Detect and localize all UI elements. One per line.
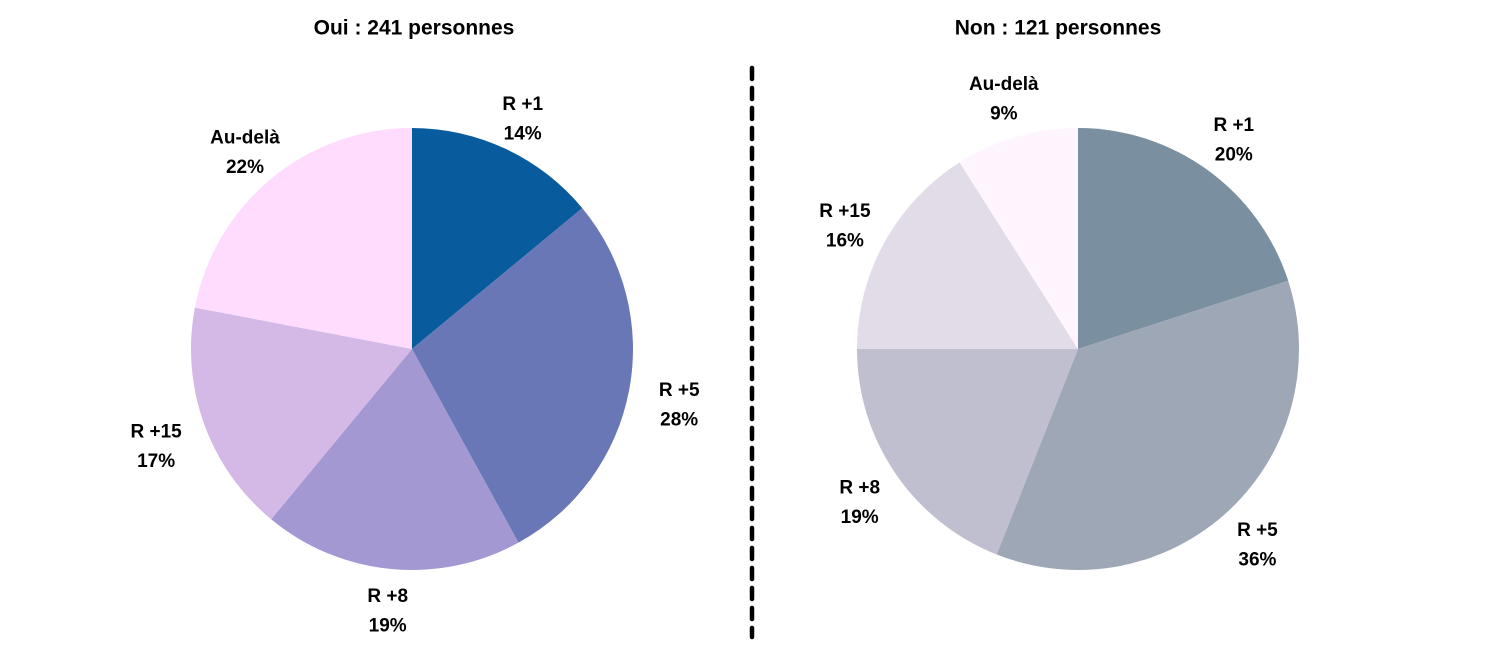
pie-chart-2: Non : 121 personnes R +1 20% R +5 36% R +8 19%… (819, 17, 1299, 571)
slice-label-r-8: R +8 19% (839, 478, 880, 528)
slice-value-label: 22% (226, 157, 264, 178)
slice-label-au-del: Au-delà 22% (210, 127, 280, 177)
slice-value-label: 9% (990, 103, 1018, 124)
pie-slice-r-15 (190, 307, 412, 520)
slice-category-label: R +8 (839, 478, 880, 499)
slice-value-label: 14% (504, 123, 542, 144)
pie-slice-r-5 (412, 208, 633, 543)
slice-category-label: R +15 (819, 201, 871, 222)
slice-category-label: R +5 (659, 380, 700, 401)
pie-slice-au-del (959, 128, 1078, 349)
slice-label-r-8: R +8 19% (367, 586, 408, 636)
pie-slice-r-8 (271, 349, 519, 570)
slice-category-label: R +15 (130, 421, 182, 442)
slice-value-label: 16% (826, 231, 864, 252)
slice-value-label: 20% (1215, 144, 1253, 165)
pie-slice-r-8 (857, 349, 1078, 555)
slice-value-label: 17% (137, 451, 175, 472)
slice-label-au-del: Au-delà 9% (969, 74, 1039, 124)
slice-label-r-5: R +5 36% (1237, 520, 1278, 570)
slice-label-r-15: R +15 16% (819, 201, 871, 251)
pie-chart-1: Oui : 241 personnes R +1 14% R +5 28% R +8 19%… (130, 17, 699, 637)
slice-label-r-1: R +1 20% (1213, 115, 1254, 165)
slice-category-label: R +5 (1237, 520, 1278, 541)
slice-category-label: R +1 (1213, 115, 1254, 136)
pie-slice-au-del (194, 128, 412, 349)
chart-title: Oui : 241 personnes (314, 17, 515, 40)
pie-slice-r-1 (1078, 128, 1289, 349)
slice-category-label: Au-delà (969, 74, 1039, 95)
slice-value-label: 36% (1238, 550, 1276, 571)
slice-label-r-1: R +1 14% (502, 94, 543, 144)
slice-label-r-15: R +15 17% (130, 421, 182, 471)
slice-value-label: 28% (660, 410, 698, 431)
slice-value-label: 19% (369, 616, 407, 637)
slice-label-r-5: R +5 28% (659, 380, 700, 430)
pie-slice-r-15 (857, 162, 1078, 349)
slice-category-label: R +8 (367, 586, 408, 607)
slice-category-label: R +1 (502, 94, 543, 115)
slice-value-label: 19% (841, 507, 879, 528)
pie-slice-r-1 (412, 128, 583, 349)
pie-slice-r-5 (996, 280, 1299, 570)
slice-category-label: Au-delà (210, 127, 280, 148)
chart-title: Non : 121 personnes (955, 17, 1162, 40)
